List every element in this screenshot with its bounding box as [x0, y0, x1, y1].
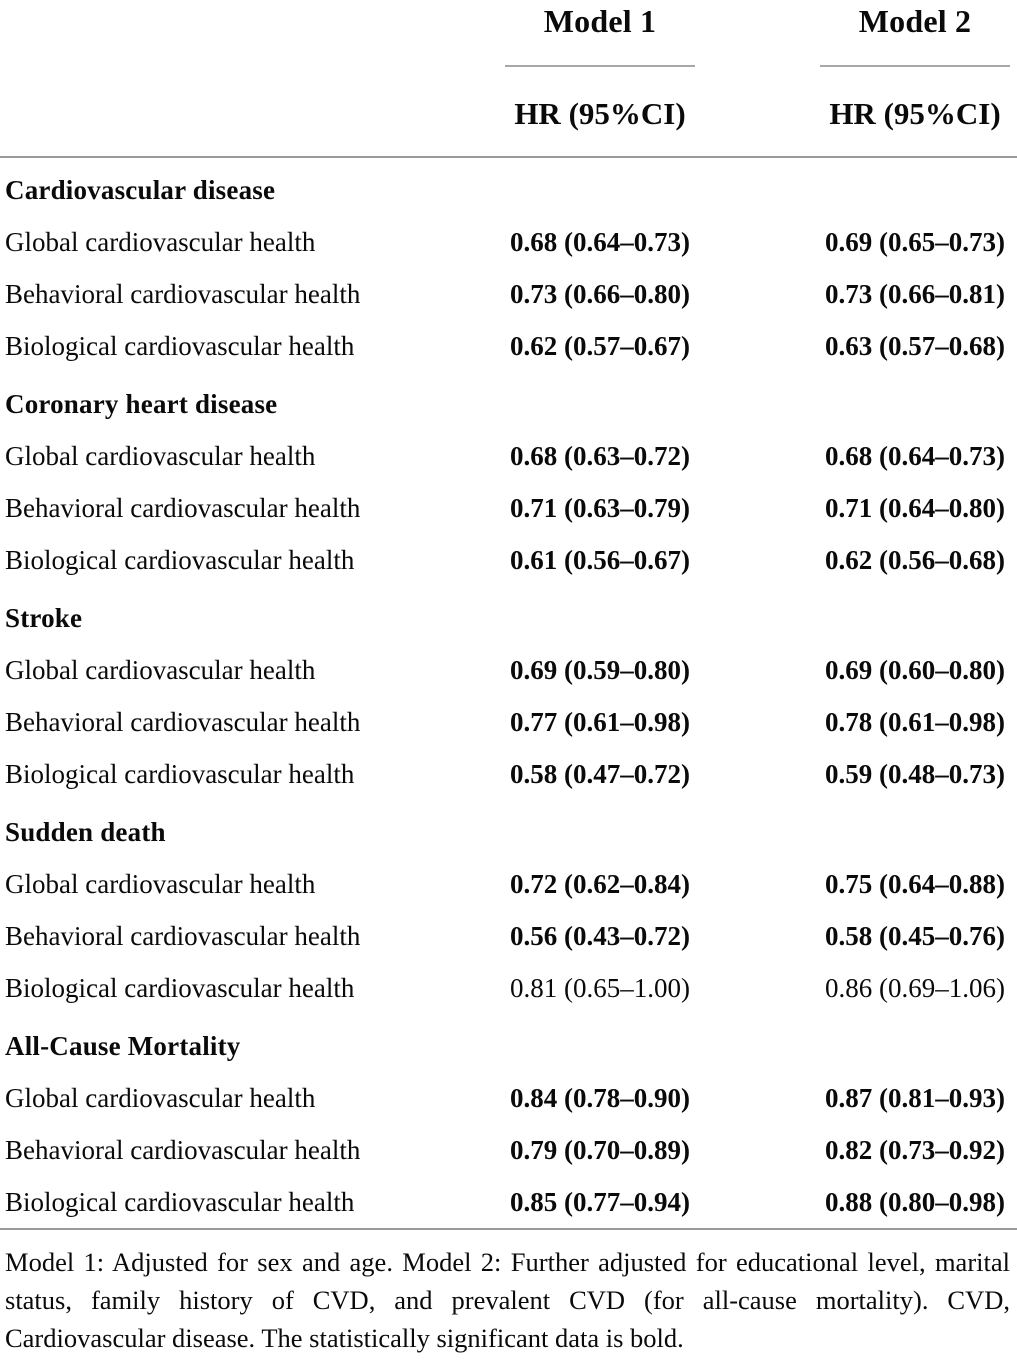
section-cardiovascular-disease: Cardiovascular disease Global cardiovasc…	[0, 164, 1017, 372]
table-row: Biological cardiovascular health 0.81 (0…	[0, 962, 1017, 1014]
model2-value: 0.86 (0.69–1.06)	[825, 972, 1005, 1003]
model1-value: 0.68 (0.63–0.72)	[510, 440, 690, 471]
table-body: Cardiovascular disease Global cardiovasc…	[0, 164, 1017, 1228]
row-label: Global cardiovascular health	[5, 654, 316, 685]
model1-value: 0.58 (0.47–0.72)	[510, 758, 690, 789]
row-label: Global cardiovascular health	[5, 226, 316, 257]
row-label: Behavioral cardiovascular health	[5, 1134, 361, 1165]
model1-value: 0.79 (0.70–0.89)	[510, 1134, 690, 1165]
table-row: Biological cardiovascular health 0.58 (0…	[0, 748, 1017, 800]
section-title: Coronary heart disease	[5, 388, 278, 419]
row-label: Biological cardiovascular health	[5, 972, 355, 1003]
model2-value: 0.62 (0.56–0.68)	[825, 544, 1005, 575]
model2-value: 0.63 (0.57–0.68)	[825, 330, 1005, 361]
table-footnote: Model 1: Adjusted for sex and age. Model…	[5, 1247, 1010, 1353]
section-coronary-heart-disease: Coronary heart disease Global cardiovasc…	[0, 378, 1017, 586]
model2-value: 0.59 (0.48–0.73)	[825, 758, 1005, 789]
row-label: Biological cardiovascular health	[5, 544, 355, 575]
model1-value: 0.68 (0.64–0.73)	[510, 226, 690, 257]
model1-value: 0.71 (0.63–0.79)	[510, 492, 690, 523]
model2-value: 0.88 (0.80–0.98)	[825, 1186, 1005, 1217]
table-row: Global cardiovascular health 0.69 (0.59–…	[0, 644, 1017, 696]
section-title: All-Cause Mortality	[5, 1030, 241, 1061]
model2-subheader: HR (95%CI)	[829, 95, 1001, 131]
row-label: Biological cardiovascular health	[5, 1186, 355, 1217]
model1-column-header: Model 1	[543, 3, 657, 39]
table-row: Biological cardiovascular health 0.62 (0…	[0, 320, 1017, 372]
row-label: Behavioral cardiovascular health	[5, 706, 361, 737]
table-row: Behavioral cardiovascular health 0.73 (0…	[0, 268, 1017, 320]
row-label: Biological cardiovascular health	[5, 758, 355, 789]
section-title: Sudden death	[5, 816, 166, 847]
model2-value: 0.71 (0.64–0.80)	[825, 492, 1005, 523]
header-bottom-rule	[0, 156, 1017, 158]
model2-value: 0.68 (0.64–0.73)	[825, 440, 1005, 471]
table-row: Behavioral cardiovascular health 0.56 (0…	[0, 910, 1017, 962]
row-label: Behavioral cardiovascular health	[5, 920, 361, 951]
model2-column-header: Model 2	[858, 3, 972, 39]
table-row: Biological cardiovascular health 0.85 (0…	[0, 1176, 1017, 1228]
table-row: Global cardiovascular health 0.68 (0.64–…	[0, 216, 1017, 268]
model1-value: 0.72 (0.62–0.84)	[510, 868, 690, 899]
table-row: Global cardiovascular health 0.68 (0.63–…	[0, 430, 1017, 482]
section-title: Stroke	[5, 602, 83, 633]
model2-header-rule	[820, 65, 1010, 67]
model1-value: 0.77 (0.61–0.98)	[510, 706, 690, 737]
model1-header-rule	[505, 65, 695, 67]
model2-value: 0.82 (0.73–0.92)	[825, 1134, 1005, 1165]
model2-value: 0.75 (0.64–0.88)	[825, 868, 1005, 899]
model1-subheader: HR (95%CI)	[514, 95, 686, 131]
model1-value: 0.62 (0.57–0.67)	[510, 330, 690, 361]
section-title: Cardiovascular disease	[5, 174, 276, 205]
table-row: Global cardiovascular health 0.72 (0.62–…	[0, 858, 1017, 910]
section-all-cause-mortality: All-Cause Mortality Global cardiovascula…	[0, 1020, 1017, 1228]
row-label: Global cardiovascular health	[5, 440, 316, 471]
row-label: Behavioral cardiovascular health	[5, 492, 361, 523]
model1-value: 0.61 (0.56–0.67)	[510, 544, 690, 575]
model2-value: 0.58 (0.45–0.76)	[825, 920, 1005, 951]
model2-value: 0.69 (0.65–0.73)	[825, 226, 1005, 257]
table-row: Behavioral cardiovascular health 0.77 (0…	[0, 696, 1017, 748]
table-row: Behavioral cardiovascular health 0.79 (0…	[0, 1124, 1017, 1176]
row-label: Global cardiovascular health	[5, 1082, 316, 1113]
table-header: Model 1 Model 2 HR (95%CI) HR (95%CI)	[0, 0, 1017, 156]
model1-value: 0.85 (0.77–0.94)	[510, 1186, 690, 1217]
section-sudden-death: Sudden death Global cardiovascular healt…	[0, 806, 1017, 1014]
model2-value: 0.87 (0.81–0.93)	[825, 1082, 1005, 1113]
table-row: Global cardiovascular health 0.84 (0.78–…	[0, 1072, 1017, 1124]
model1-value: 0.81 (0.65–1.00)	[510, 972, 690, 1003]
model2-value: 0.69 (0.60–0.80)	[825, 654, 1005, 685]
model2-value: 0.73 (0.66–0.81)	[825, 278, 1005, 309]
footer-rule	[0, 1228, 1017, 1230]
model1-value: 0.69 (0.59–0.80)	[510, 654, 690, 685]
row-label: Global cardiovascular health	[5, 868, 316, 899]
model1-value: 0.84 (0.78–0.90)	[510, 1082, 690, 1113]
model1-value: 0.56 (0.43–0.72)	[510, 920, 690, 951]
table-row: Behavioral cardiovascular health 0.71 (0…	[0, 482, 1017, 534]
table-row: Biological cardiovascular health 0.61 (0…	[0, 534, 1017, 586]
section-stroke: Stroke Global cardiovascular health 0.69…	[0, 592, 1017, 800]
row-label: Biological cardiovascular health	[5, 330, 355, 361]
model2-value: 0.78 (0.61–0.98)	[825, 706, 1005, 737]
row-label: Behavioral cardiovascular health	[5, 278, 361, 309]
model1-value: 0.73 (0.66–0.80)	[510, 278, 690, 309]
